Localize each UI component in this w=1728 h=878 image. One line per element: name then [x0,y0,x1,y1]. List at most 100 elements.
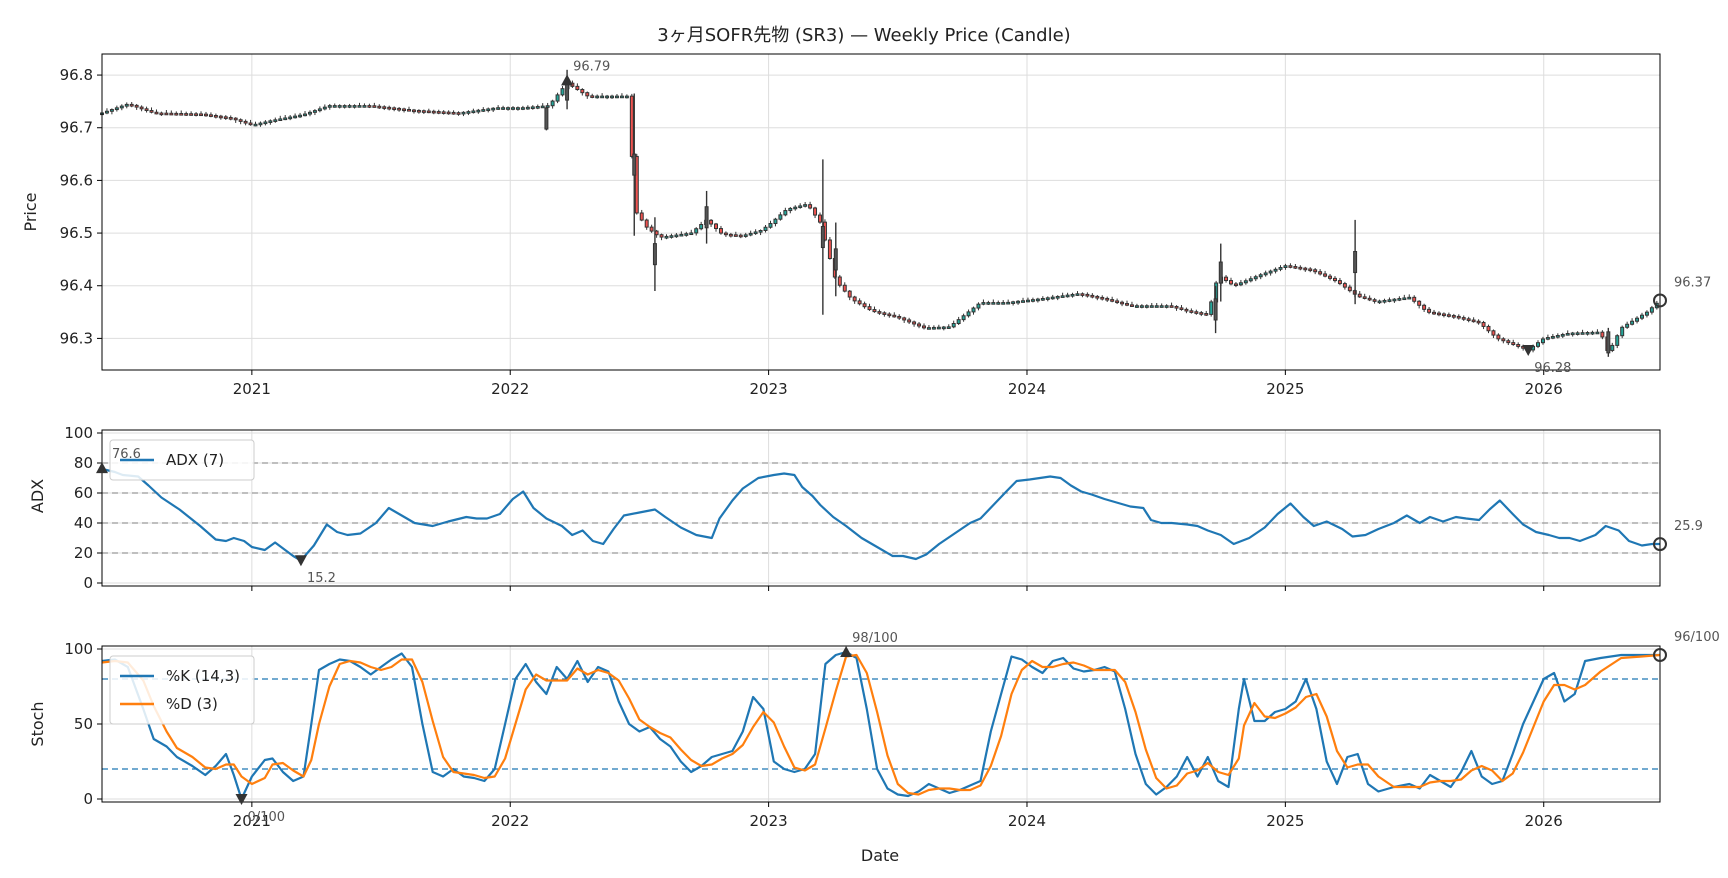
candle-body [402,108,407,112]
candle-body [951,323,956,328]
annotation-label: 76.6 [112,447,141,462]
candle-body [1125,303,1129,306]
candle-body [223,116,228,119]
x-tick-label: 2021 [233,380,271,398]
candle-body [1095,295,1100,299]
candle-body [194,113,199,116]
candle-body [1045,297,1050,300]
candle-body [520,107,525,110]
candle-body [159,112,164,116]
candle-body [1640,314,1644,319]
candle-body [1298,266,1303,270]
candle-body [669,235,674,238]
y-tick-label: 96.8 [60,66,93,84]
candle-body [1506,340,1511,344]
x-tick-label: 2023 [750,380,788,398]
candle-body [1367,297,1372,301]
candle-body [1461,317,1466,320]
candle-body [842,284,847,292]
candle-body [1649,307,1654,313]
legend: %K (14,3) %D (3) [109,655,255,725]
candle-body [1189,310,1194,313]
candle-body [689,232,694,236]
candle-body [1308,268,1313,272]
candle-body [213,115,218,118]
candle-body [1323,273,1328,277]
candle-body [1392,298,1397,302]
candle-body [1565,333,1570,336]
candle-body [600,95,605,99]
candle-body [124,103,129,107]
y-tick-label: 0 [83,790,93,808]
candle-body [991,302,996,305]
candle-body [743,234,748,237]
candle-body [763,226,768,232]
candle-body [1243,280,1248,284]
y-tick-label: 100 [64,640,93,658]
candle-body [1273,268,1278,272]
trough-marker [1522,344,1535,356]
candle-body [803,204,808,207]
candle-body [1283,265,1288,268]
candle-body [1263,272,1268,276]
trough-marker [294,555,307,567]
candle-body [679,233,684,237]
candle-body [610,95,615,99]
candle-body [1372,299,1377,302]
candle-body [1055,295,1060,299]
candle-body [887,313,892,317]
candle-body [644,219,649,228]
candle-body [397,107,402,111]
candle-body [218,115,223,119]
candle-body [605,95,610,99]
candle-body [595,95,600,99]
candle-body [709,219,714,225]
candle-body [1382,299,1387,303]
candle-body [407,108,411,112]
candle-body [1328,275,1333,279]
candle-body [857,300,862,305]
candle-body [1229,280,1233,285]
candle-body [298,114,303,118]
candle-body [1174,305,1179,309]
candle-body [461,111,466,115]
candle-body [139,106,144,110]
candle-body [1134,305,1139,308]
legend-label: %K (14,3) [166,667,240,685]
annotation-label: 96.37 [1674,275,1711,290]
candle-body [912,321,917,325]
annotation-label: 96.28 [1534,361,1571,376]
candle-body [1154,305,1159,308]
y-tick-label: 80 [74,454,93,472]
candle-body [491,107,496,111]
candle-body [981,302,986,305]
candle-body [1441,313,1446,317]
candle-body [778,214,783,220]
candle-body [545,105,550,108]
candle-body [1065,294,1070,298]
candle-body [1466,318,1471,321]
candle-body [303,113,308,117]
candle-body [431,110,436,114]
candle-body [1570,332,1575,336]
candle-body [1238,282,1243,286]
x-tick-label: 2024 [1008,380,1046,398]
candle-body [818,214,822,223]
candle-body [1164,305,1169,308]
candle-body [1417,300,1422,306]
candle-body [1313,269,1318,273]
candle-body [1620,326,1625,337]
candle-body [1288,265,1293,268]
legend-box [109,655,255,725]
candle-body [813,207,818,216]
candle-body [1600,331,1605,338]
candle-body [1486,325,1491,332]
candle-body [1105,297,1110,301]
candle-body [1630,320,1635,325]
candle-body [114,107,119,111]
x-tick-label: 2022 [491,380,529,398]
candle-body [1224,276,1229,282]
candle-body [907,319,912,323]
x-tick-label: 2021 [233,812,271,830]
candle-body [1050,296,1055,300]
